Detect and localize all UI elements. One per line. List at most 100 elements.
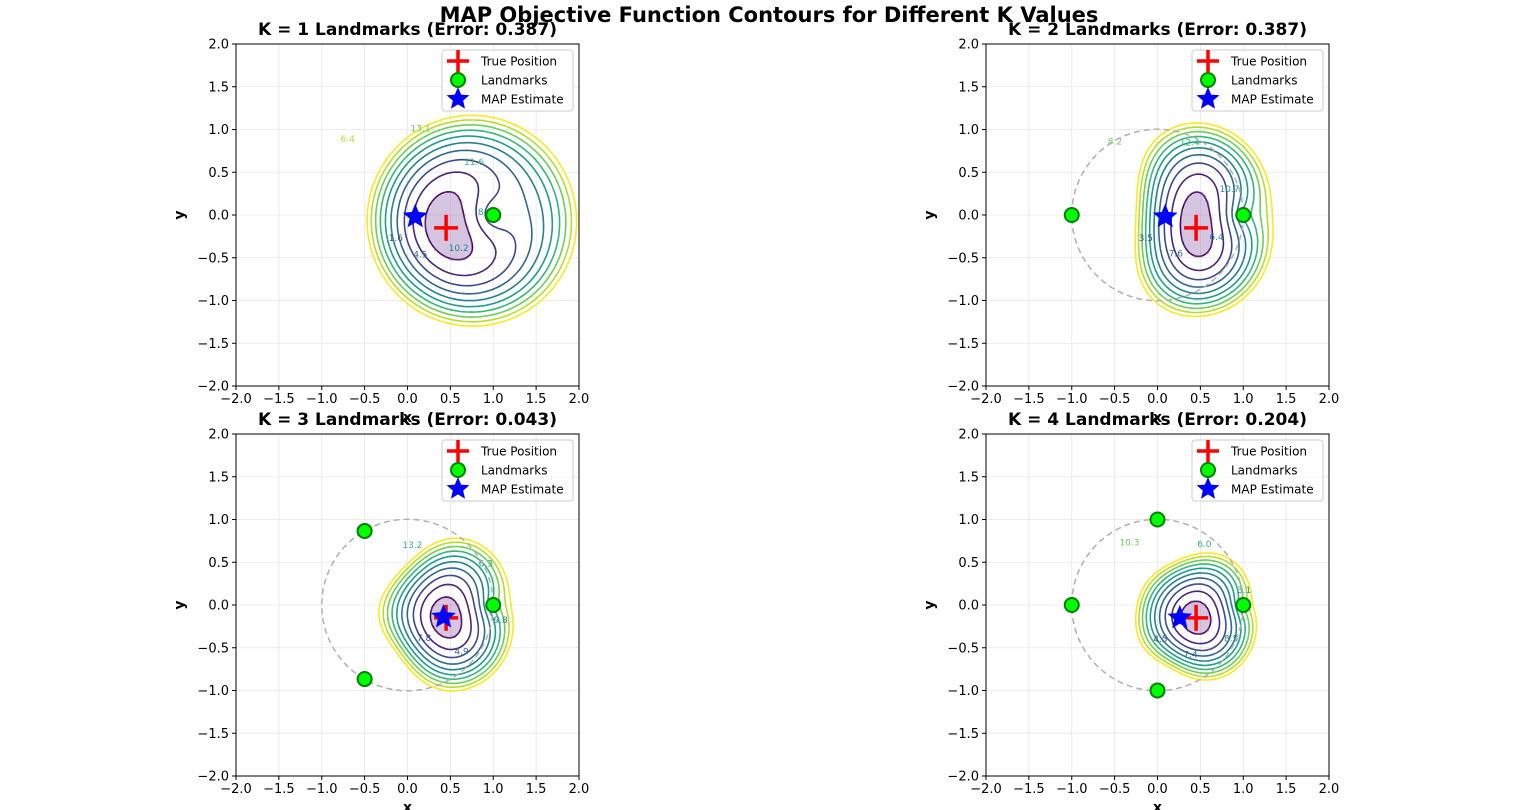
y-tick-label: 0.5 [208, 166, 229, 181]
contour-line-7 [1144, 135, 1259, 305]
x-tick-label: −0.5 [1099, 782, 1131, 797]
legend-map-estimate: MAP Estimate [481, 483, 564, 497]
contour-set: 4.5 7.4 8.5 3.1 6.0 10.3 [1119, 539, 1258, 681]
y-tick-label: −1.5 [947, 727, 979, 742]
contour-line-10 [378, 537, 514, 692]
y-tick-label: 2.0 [208, 428, 229, 443]
y-tick-label: −2.0 [947, 770, 979, 785]
ticks: −2.0−2.0 −1.5 −1.5 −1.0 −1.0 −0.5 −0.5 0.0 0.0 0.… [197, 38, 589, 408]
contour-label: 3.1 [1237, 586, 1251, 596]
contour-line-9 [1137, 126, 1269, 314]
contour-line-9 [370, 119, 573, 323]
x-tick-label: −1.0 [306, 392, 338, 407]
contour-label: 6.4 [1209, 233, 1224, 243]
x-tick-label: 0.0 [1147, 782, 1168, 797]
subplot-title: K = 1 Landmarks (Error: 0.387) [258, 20, 557, 40]
landmark-point [356, 522, 373, 539]
contour-set: 7.8 4.9 9.8 6.3 13.2 [378, 537, 514, 692]
y-tick-label: −0.5 [947, 251, 979, 266]
legend-map-estimate: MAP Estimate [1231, 483, 1314, 497]
y-tick-label: −0.5 [947, 641, 979, 656]
subplot-k2: 3.5 7.6 6.4 10.7 12.4 8.2 −2.0−2.0 −1.5 −1.5 −1.0… [922, 20, 1339, 426]
legend-box [1191, 49, 1324, 112]
subplot-k1: 1.6 4.5 10.2 8.8 11.6 13.1 6.4 −2.0−2.0 −1.5 −1.5… [172, 20, 589, 426]
contour-labels: 1.6 4.5 10.2 8.8 11.6 13.1 6.4 [341, 124, 493, 260]
x-tick-label: −0.5 [349, 392, 381, 407]
contour-line-6 [384, 135, 554, 308]
x-tick-label: 1.5 [526, 392, 547, 407]
contour-label: 13.2 [402, 541, 422, 551]
landmark-point [1149, 682, 1166, 699]
contour-line-3 [403, 158, 517, 287]
y-axis-label: y [922, 600, 938, 609]
legend-map-estimate: MAP Estimate [481, 93, 564, 107]
legend-landmarks: Landmarks [1231, 464, 1297, 478]
legend-landmarks: Landmarks [1231, 74, 1297, 88]
legend: True Position Landmarks MAP Estimate [1191, 439, 1324, 502]
contour-line-1 [424, 191, 474, 261]
y-tick-label: −1.0 [197, 684, 229, 699]
legend-landmarks: Landmarks [481, 464, 547, 478]
landmark-point [1235, 597, 1252, 613]
landmarks [1063, 511, 1252, 699]
x-tick-label: 1.0 [483, 392, 504, 407]
contour-line-10 [1134, 122, 1274, 318]
legend-true-position: True Position [480, 445, 557, 459]
contour-label: 4.5 [413, 250, 427, 260]
y-tick-label: −1.0 [947, 294, 979, 309]
contour-line-5 [390, 141, 545, 302]
y-tick-label: 1.0 [208, 513, 229, 528]
contour-line-8 [374, 124, 567, 318]
legend-true-position: True Position [1230, 445, 1307, 459]
legend-map-estimate: MAP Estimate [1231, 93, 1314, 107]
y-tick-label: −2.0 [947, 380, 979, 395]
contour-label: 4.9 [454, 648, 469, 658]
y-tick-label: 1.5 [208, 470, 229, 485]
x-tick-label: 1.5 [526, 782, 547, 797]
landmark-point [1063, 597, 1080, 613]
subplot-k4: 4.57.48.53.16.010.3−2.0−2.0−1.5−1.5−1.0−… [922, 410, 1339, 810]
x-tick-label: −1.5 [263, 392, 295, 407]
subplot-k3: 7.8 4.9 9.8 6.3 13.2 −2.0−2.0 −1.5 −1.5 −1.0 −1.0… [172, 410, 589, 810]
y-tick-label: −1.0 [947, 684, 979, 699]
x-tick-label: 2.0 [569, 782, 590, 797]
y-tick-label: 0.0 [958, 209, 979, 224]
y-tick-label: −1.5 [947, 337, 979, 352]
x-tick-label: 2.0 [569, 392, 590, 407]
y-tick-label: 1.0 [958, 123, 979, 138]
contour-line-4 [396, 149, 533, 295]
x-tick-label: −2.0 [970, 782, 1002, 797]
landmark-point [485, 597, 502, 613]
subplot-title: K = 2 Landmarks (Error: 0.387) [1008, 20, 1307, 40]
contour-line-10 [366, 114, 578, 327]
contour-line-4 [406, 567, 486, 665]
contour-label: 6.3 [479, 560, 493, 570]
contour-labels: 7.8 4.9 9.8 6.3 13.2 [402, 541, 508, 657]
x-axis-label: x [1153, 800, 1162, 810]
contour-label: 9.8 [493, 616, 508, 626]
y-tick-label: 2.0 [958, 38, 979, 53]
x-tick-label: 0.0 [1147, 392, 1168, 407]
map-estimate-marker [431, 603, 456, 628]
true-position-marker [1184, 214, 1209, 241]
landmarks [356, 522, 502, 688]
subplot-title: K = 4 Landmarks (Error: 0.204) [1008, 410, 1307, 430]
contour-line-9 [382, 541, 510, 688]
x-axis-label: x [403, 410, 412, 426]
contour-line-9 [1138, 555, 1254, 678]
y-tick-label: 0.0 [958, 599, 979, 614]
landmarks [1063, 207, 1252, 223]
contour-label: 11.6 [464, 158, 484, 168]
y-tick-label: −1.5 [197, 727, 229, 742]
x-tick-label: 2.0 [1319, 392, 1340, 407]
x-tick-label: −1.5 [1013, 392, 1045, 407]
contour-label: 8.5 [1224, 634, 1238, 644]
legend: True Position Landmarks MAP Estimate [441, 49, 574, 112]
contour-line-1 [429, 596, 463, 639]
contour-label: 7.4 [1183, 651, 1198, 661]
legend-box [441, 439, 574, 502]
map-estimate-marker [1167, 604, 1193, 629]
legend: True Position Landmarks MAP Estimate [441, 439, 574, 502]
x-axis-label: x [403, 800, 412, 810]
